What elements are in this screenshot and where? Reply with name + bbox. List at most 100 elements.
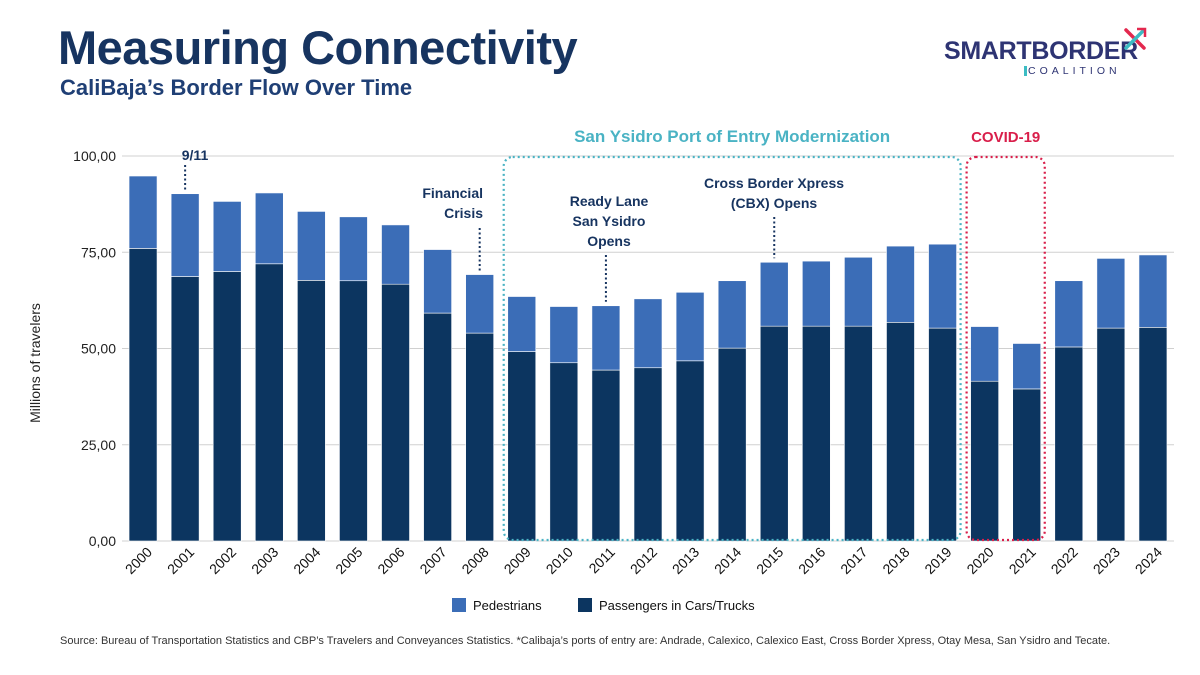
bar-pedestrians-2010	[549, 306, 579, 364]
legend-entry: Passengers in Cars/Trucks	[599, 598, 755, 613]
bar-passengers-2023	[1096, 327, 1126, 542]
page-title: Measuring Connectivity	[58, 21, 578, 74]
bar-passengers-2015	[759, 325, 789, 542]
y-tick-label: 25,00	[81, 437, 116, 453]
bar-pedestrians-2002	[212, 201, 242, 272]
bar-passengers-2014	[717, 347, 747, 542]
bar-pedestrians-2022	[1054, 280, 1084, 348]
x-tick-label: 2013	[669, 544, 702, 577]
x-tick-label: 2001	[164, 544, 197, 577]
bar-pedestrians-2015	[759, 261, 789, 327]
bar-passengers-2001	[170, 276, 200, 542]
border-flow-chart: 0,00 25,00 50,00 75,00 100,00 Millions of tra…	[27, 127, 1174, 613]
bar-pedestrians-2011	[591, 305, 621, 371]
x-tick-label: 2019	[921, 544, 954, 577]
bar-pedestrians-2020	[970, 326, 999, 382]
x-tick-label: 2020	[963, 544, 996, 577]
bar-pedestrians-2006	[381, 224, 410, 285]
x-tick-label: 2009	[501, 544, 534, 577]
annotation-label: 9/11	[182, 147, 209, 163]
smartborder-logo: SMARTBORDER COALITION	[944, 26, 1147, 82]
bar-pedestrians-2003	[254, 192, 284, 265]
x-tick-label: 2015	[753, 544, 786, 577]
logo-sub: COALITION	[1028, 65, 1121, 77]
bar-pedestrians-2001	[170, 193, 200, 277]
x-tick-label: 2012	[627, 544, 660, 577]
bar-passengers-2016	[802, 325, 831, 542]
bar-passengers-2011	[591, 369, 621, 542]
y-tick-label: 75,00	[81, 244, 116, 260]
bar-pedestrians-2017	[844, 256, 873, 327]
x-tick-label: 2014	[711, 544, 744, 577]
annotation-label: Ready Lane	[570, 193, 649, 209]
bar-passengers-2010	[549, 362, 579, 542]
annotation-label: Crisis	[444, 205, 483, 221]
x-tick-label: 2022	[1048, 544, 1081, 577]
bar-passengers-2000	[128, 248, 158, 542]
x-tick-label: 2011	[585, 544, 618, 577]
bar-passengers-2006	[381, 283, 410, 542]
x-tick-label: 2002	[206, 544, 239, 577]
x-tick-label: 2024	[1132, 544, 1165, 577]
x-tick-label: 2005	[332, 544, 365, 577]
bar-passengers-2007	[423, 312, 452, 542]
y-tick-label: 100,00	[73, 148, 116, 164]
bar-pedestrians-2005	[339, 216, 368, 282]
annotation-label: (CBX) Opens	[731, 195, 818, 211]
crossed-arrows-icon	[1124, 27, 1147, 50]
bar-passengers-2008	[465, 332, 494, 542]
bar-pedestrians-2014	[717, 280, 747, 349]
logo-name: SMARTBORDER	[944, 37, 1138, 65]
annotation-label: Cross Border Xpress	[704, 175, 844, 191]
bar-passengers-2018	[886, 322, 915, 542]
x-tick-label: 2007	[416, 544, 449, 577]
legend-swatch	[578, 598, 592, 612]
bar-pedestrians-2021	[1012, 343, 1042, 390]
bar-pedestrians-2019	[928, 243, 957, 329]
highlight-label: San Ysidro Port of Entry Modernization	[574, 127, 890, 146]
bar-passengers-2003	[254, 263, 284, 542]
x-tick-label: 2021	[1005, 544, 1038, 577]
highlight-label: COVID-19	[971, 129, 1040, 146]
source-note: Source: Bureau of Transportation Statist…	[60, 635, 1111, 647]
annotation-label: Opens	[587, 233, 631, 249]
bar-passengers-2020	[970, 380, 999, 542]
bar-pedestrians-2018	[886, 245, 915, 323]
x-tick-label: 2006	[374, 544, 407, 577]
legend-entry: Pedestrians	[473, 598, 542, 613]
bar-pedestrians-2004	[297, 211, 326, 281]
bar-pedestrians-2007	[423, 249, 452, 314]
x-tick-label: 2008	[458, 544, 491, 577]
x-tick-label: 2016	[795, 544, 828, 577]
y-tick-label: 0,00	[89, 533, 116, 549]
x-tick-label: 2018	[879, 544, 912, 577]
bar-passengers-2002	[212, 271, 242, 542]
bar-passengers-2005	[339, 280, 368, 542]
bar-passengers-2004	[297, 280, 326, 542]
bar-passengers-2017	[844, 325, 873, 542]
bar-pedestrians-2009	[507, 296, 537, 352]
bar-passengers-2019	[928, 327, 957, 542]
bar-pedestrians-2023	[1096, 258, 1126, 329]
x-tick-label: 2003	[248, 544, 281, 577]
annotation-label: San Ysidro	[573, 213, 646, 229]
bar-passengers-2009	[507, 351, 537, 542]
bar-passengers-2013	[675, 360, 705, 542]
bar-pedestrians-2016	[802, 260, 831, 327]
x-tick-label: 2017	[837, 544, 870, 577]
x-tick-label: 2010	[543, 544, 576, 577]
bar-passengers-2021	[1012, 388, 1042, 542]
highlight-region	[502, 155, 962, 542]
bar-pedestrians-2008	[465, 274, 494, 334]
highlight-region	[965, 155, 1046, 542]
bar-passengers-2024	[1138, 327, 1168, 542]
x-tick-label: 2023	[1090, 544, 1123, 577]
bar-passengers-2022	[1054, 346, 1084, 542]
page-subtitle: CaliBaja’s Border Flow Over Time	[60, 75, 413, 100]
y-tick-label: 50,00	[81, 341, 116, 357]
x-tick-label: 2000	[122, 544, 155, 577]
bar-pedestrians-2024	[1138, 254, 1168, 328]
annotation-label: Financial	[422, 185, 483, 201]
x-tick-label: 2004	[290, 544, 323, 577]
bar-pedestrians-2000	[128, 175, 158, 249]
